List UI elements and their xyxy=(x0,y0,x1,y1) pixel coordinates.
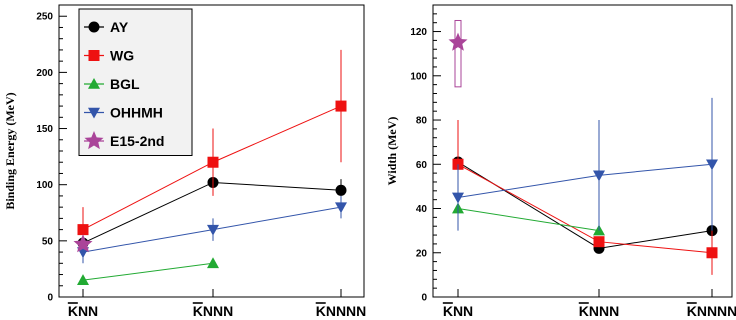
y-tick-label: 150 xyxy=(36,124,53,135)
data-point xyxy=(706,247,718,259)
width-panel: 0 20 40 60 80 100 120 KNN KNNN KNNNN Width (MeV) xyxy=(385,4,736,319)
series-wg xyxy=(452,120,718,275)
y-tick-label: 200 xyxy=(36,68,53,79)
x-category-label: KNNNN xyxy=(687,303,736,319)
error-box xyxy=(454,19,462,88)
data-point xyxy=(335,100,347,112)
y-tick-label: 40 xyxy=(416,204,428,215)
series-bgl xyxy=(77,257,219,285)
x-category-label: KNN xyxy=(443,303,473,319)
legend-label: OHHMH xyxy=(110,105,163,121)
legend-entry: OHHMH xyxy=(84,105,163,121)
x-category-label: KNNN xyxy=(193,303,233,319)
x-category-label: KNNN xyxy=(579,303,619,319)
data-point xyxy=(77,224,89,236)
series-wg xyxy=(77,49,347,241)
data-point xyxy=(448,32,468,51)
series-bgl xyxy=(452,202,605,236)
legend-label: WG xyxy=(110,48,134,64)
data-point xyxy=(207,257,219,269)
legend-label: BGL xyxy=(110,76,140,92)
y-tick-label: 80 xyxy=(416,116,428,127)
legend-marker xyxy=(84,131,104,150)
data-point xyxy=(452,192,464,204)
y-axis-label: Binding Energy (MeV) xyxy=(3,92,17,209)
y-tick-label: 50 xyxy=(42,236,54,247)
x-category-label: KNNNN xyxy=(316,303,367,319)
y-tick-label: 60 xyxy=(416,160,428,171)
x-category-label: KNN xyxy=(68,303,98,319)
y-axis-label: Width (MeV) xyxy=(385,117,399,186)
legend-entry: WG xyxy=(84,48,134,64)
legend-label: AY xyxy=(110,19,129,35)
legend-marker xyxy=(88,107,100,119)
series-e15-2nd xyxy=(448,19,468,88)
series-line xyxy=(457,163,713,198)
data-point xyxy=(207,156,219,168)
series-ay xyxy=(77,171,347,249)
data-point xyxy=(335,184,347,196)
series-ohhmh xyxy=(77,195,347,264)
data-point xyxy=(335,202,347,214)
y-tick-label: 120 xyxy=(410,27,427,38)
data-point xyxy=(593,170,605,182)
data-point xyxy=(593,236,605,248)
legend-entry: AY xyxy=(84,19,129,35)
y-tick-label: 0 xyxy=(421,293,427,304)
plot-frame xyxy=(432,4,733,298)
binding-energy-panel: 0 50 100 150 200 250 KNN KNNN KNNNN Binding Energ… xyxy=(3,4,367,319)
series-ay xyxy=(452,156,718,254)
legend: AY WG BGL OHHMH E15-2nd xyxy=(78,8,193,156)
data-point xyxy=(706,159,718,171)
legend-marker xyxy=(88,21,100,33)
series-line xyxy=(82,262,214,281)
series-line xyxy=(457,161,713,249)
series-ohhmh xyxy=(452,97,718,231)
legend-marker xyxy=(88,78,100,89)
y-tick-label: 20 xyxy=(416,248,428,259)
y-tick-label: 100 xyxy=(36,180,53,191)
legend-marker xyxy=(88,50,100,61)
series-line xyxy=(457,208,600,232)
y-tick-label: 250 xyxy=(36,12,53,23)
data-point xyxy=(77,274,89,285)
y-tick-label: 0 xyxy=(47,293,53,304)
series-e15-2nd xyxy=(73,234,93,253)
data-point xyxy=(207,224,219,236)
legend-label: E15-2nd xyxy=(110,133,164,149)
legend-box xyxy=(78,8,193,156)
legend-entry: BGL xyxy=(84,76,140,92)
y-tick-label: 100 xyxy=(410,71,427,82)
legend-entry: E15-2nd xyxy=(84,131,164,150)
data-point xyxy=(73,234,93,253)
series-line xyxy=(82,181,342,244)
